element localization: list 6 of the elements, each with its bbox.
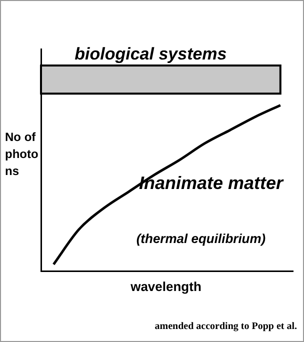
y-axis-title: No of photons bbox=[5, 129, 39, 180]
annotation: (thermal equilibrium) bbox=[135, 231, 267, 246]
text: amended according to Popp et al. bbox=[154, 321, 297, 332]
annotation: Inanimate matter bbox=[138, 173, 285, 193]
band-label: biological systems bbox=[74, 44, 227, 64]
x-axis-title: wavelength bbox=[130, 279, 202, 294]
